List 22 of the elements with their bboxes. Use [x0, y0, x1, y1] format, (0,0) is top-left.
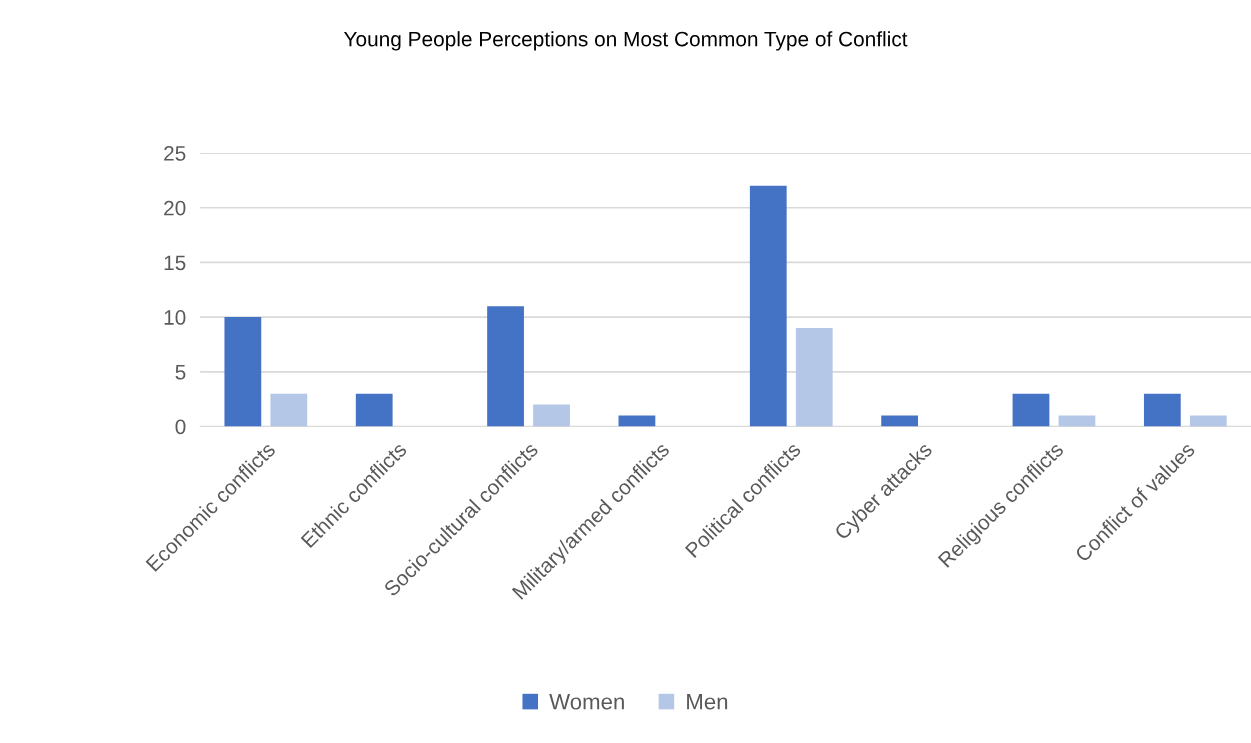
y-tick-label: 0 — [175, 419, 186, 435]
y-tick-label: 25 — [164, 146, 186, 161]
bar — [1058, 415, 1096, 427]
y-tick-label: 20 — [164, 200, 186, 216]
bar — [795, 328, 833, 427]
bar — [224, 317, 262, 427]
chart-title: Young People Perceptions on Most Common Type of Conflict — [343, 31, 908, 51]
legend-label: Women — [549, 694, 624, 710]
bar — [355, 393, 393, 427]
y-tick-label: 10 — [164, 310, 186, 325]
legend-label: Men — [687, 694, 728, 710]
bar — [1012, 393, 1050, 427]
bar — [487, 306, 524, 427]
bar — [533, 404, 570, 427]
bar — [749, 185, 787, 427]
bar — [1143, 393, 1181, 427]
y-tick-label: 5 — [175, 365, 186, 380]
bar — [881, 415, 919, 427]
bar — [618, 415, 656, 427]
y-tick-label: 15 — [164, 255, 186, 271]
bar — [270, 393, 308, 427]
bar — [1189, 415, 1227, 427]
